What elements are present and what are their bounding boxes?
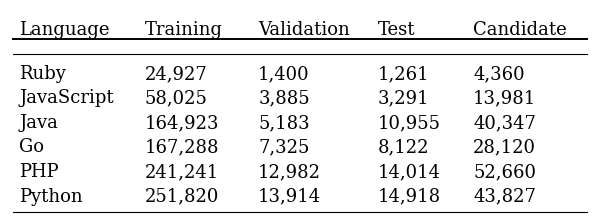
Text: 14,918: 14,918 [377, 187, 441, 206]
Text: Java: Java [19, 114, 58, 132]
Text: 13,981: 13,981 [473, 89, 536, 107]
Text: 58,025: 58,025 [145, 89, 208, 107]
Text: 164,923: 164,923 [145, 114, 219, 132]
Text: Candidate: Candidate [473, 21, 567, 39]
Text: Go: Go [19, 138, 44, 157]
Text: 28,120: 28,120 [473, 138, 536, 157]
Text: Python: Python [19, 187, 83, 206]
Text: 40,347: 40,347 [473, 114, 536, 132]
Text: 5,183: 5,183 [258, 114, 310, 132]
Text: JavaScript: JavaScript [19, 89, 114, 107]
Text: 8,122: 8,122 [377, 138, 429, 157]
Text: 241,241: 241,241 [145, 163, 219, 181]
Text: Ruby: Ruby [19, 65, 66, 83]
Text: 3,291: 3,291 [377, 89, 429, 107]
Text: 52,660: 52,660 [473, 163, 536, 181]
Text: 251,820: 251,820 [145, 187, 219, 206]
Text: 14,014: 14,014 [377, 163, 440, 181]
Text: Training: Training [145, 21, 223, 39]
Text: 12,982: 12,982 [258, 163, 321, 181]
Text: 7,325: 7,325 [258, 138, 310, 157]
Text: PHP: PHP [19, 163, 59, 181]
Text: 43,827: 43,827 [473, 187, 536, 206]
Text: 167,288: 167,288 [145, 138, 219, 157]
Text: 24,927: 24,927 [145, 65, 208, 83]
Text: Test: Test [377, 21, 415, 39]
Text: 13,914: 13,914 [258, 187, 322, 206]
Text: Language: Language [19, 21, 110, 39]
Text: Validation: Validation [258, 21, 350, 39]
Text: 4,360: 4,360 [473, 65, 525, 83]
Text: 10,955: 10,955 [377, 114, 440, 132]
Text: 1,261: 1,261 [377, 65, 429, 83]
Text: 1,400: 1,400 [258, 65, 310, 83]
Text: 3,885: 3,885 [258, 89, 310, 107]
